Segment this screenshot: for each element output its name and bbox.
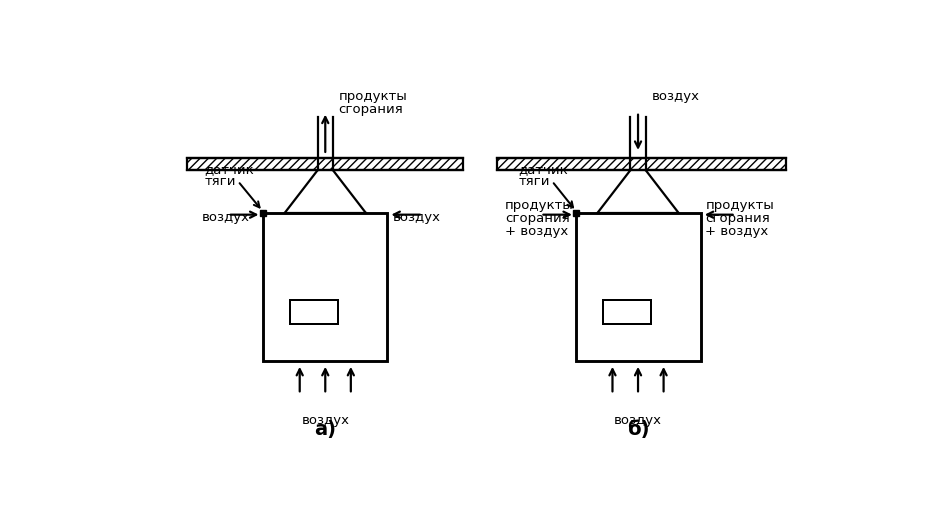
Text: воздух: воздух bbox=[202, 211, 251, 224]
Text: датчик: датчик bbox=[518, 162, 568, 176]
Bar bbox=[496, 158, 786, 170]
Text: + воздух: + воздух bbox=[505, 224, 568, 238]
Text: тяги: тяги bbox=[518, 175, 549, 188]
Text: тяги: тяги bbox=[204, 175, 235, 188]
Text: продукты: продукты bbox=[505, 199, 573, 212]
Bar bbox=[576, 213, 700, 361]
Text: воздух: воздух bbox=[393, 211, 440, 224]
Text: + воздух: + воздух bbox=[705, 224, 769, 238]
Bar bbox=[289, 300, 338, 323]
Bar bbox=[263, 213, 387, 361]
Text: сгорания: сгорания bbox=[505, 212, 569, 225]
Text: воздух: воздух bbox=[614, 413, 662, 427]
Text: б): б) bbox=[626, 421, 649, 439]
Text: продукты: продукты bbox=[339, 90, 407, 103]
Bar bbox=[496, 158, 786, 170]
Bar bbox=[187, 158, 463, 170]
Text: продукты: продукты bbox=[705, 199, 774, 212]
Bar bbox=[603, 300, 651, 323]
Bar bbox=[187, 158, 463, 170]
Text: сгорания: сгорания bbox=[339, 103, 403, 117]
Text: датчик: датчик bbox=[204, 162, 254, 176]
Text: а): а) bbox=[314, 421, 336, 439]
Text: сгорания: сгорания bbox=[705, 212, 770, 225]
Text: воздух: воздух bbox=[651, 90, 699, 103]
Text: воздух: воздух bbox=[301, 413, 349, 427]
